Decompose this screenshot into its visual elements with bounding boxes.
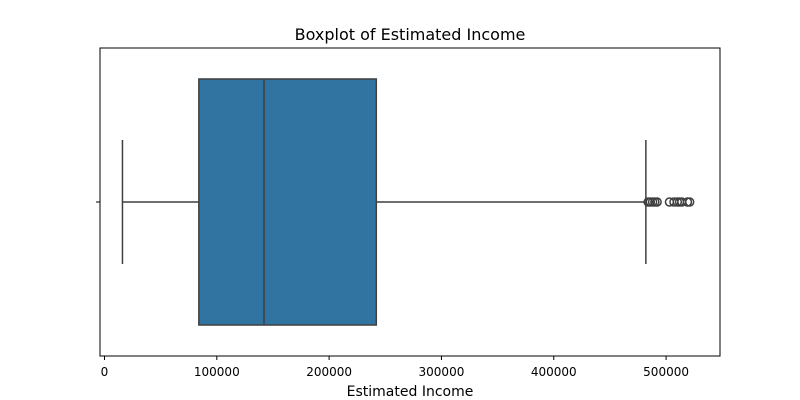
x-tick-label: 200000	[306, 365, 352, 379]
chart-title: Boxplot of Estimated Income	[295, 25, 526, 44]
interquartile-box	[198, 78, 378, 326]
x-tick-label: 0	[101, 365, 109, 379]
x-tick-label: 500000	[643, 365, 689, 379]
x-tick-label: 100000	[194, 365, 240, 379]
x-axis: 0 100000 200000 300000 400000 500000	[101, 356, 689, 379]
outlier-point	[652, 197, 662, 207]
x-tick-label: 400000	[531, 365, 577, 379]
box-layer	[121, 78, 695, 326]
x-axis-title: Estimated Income	[347, 384, 474, 400]
outlier-point	[684, 197, 695, 207]
x-tick-label: 300000	[419, 365, 465, 379]
